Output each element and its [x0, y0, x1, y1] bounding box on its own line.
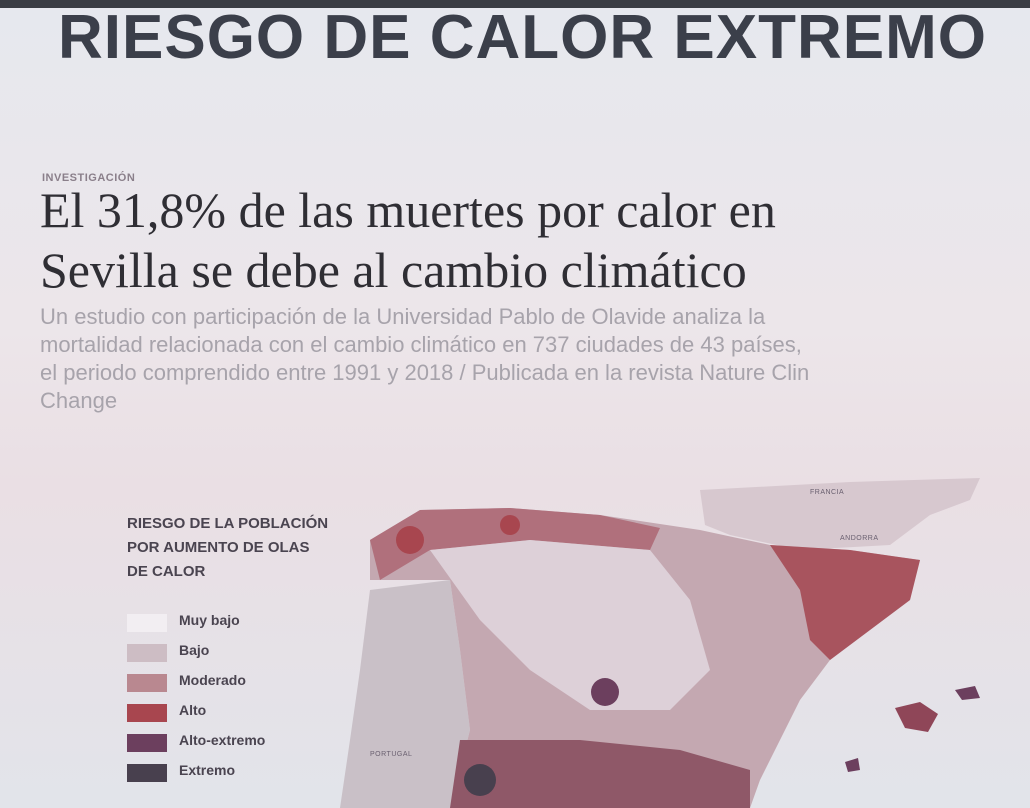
balearic-island	[895, 702, 938, 732]
hotspot	[500, 515, 520, 535]
legend-label: Extremo	[179, 762, 236, 778]
hotspot	[591, 678, 619, 706]
headline: El 31,8% de las muertes por calor en Sev…	[40, 180, 776, 300]
top-bar	[0, 0, 1030, 8]
kicker: INVESTIGACIÓN	[42, 172, 136, 184]
legend-label: Moderado	[179, 672, 246, 688]
legend-label: Alto-extremo	[179, 732, 266, 748]
south-band	[450, 740, 750, 808]
central-plateau	[430, 540, 710, 710]
legend-swatch	[127, 644, 167, 662]
subtitle-line: Change	[40, 388, 118, 413]
slide-title: RIESGO DE CALOR EXTREMO	[58, 3, 987, 72]
balearic-island	[845, 758, 860, 772]
legend-title-line: POR AUMENTO DE OLAS	[127, 539, 310, 556]
map-label: PORTUGAL	[370, 751, 412, 758]
subtitle-line: Un estudio con participación de la Unive…	[40, 304, 766, 329]
balearic-island	[955, 686, 980, 700]
legend-title: RIESGO DE LA POBLACIÓN POR AUMENTO DE OL…	[127, 512, 328, 584]
map-label: FRANCIA	[810, 489, 844, 496]
legend-title-line: RIESGO DE LA POBLACIÓN	[127, 515, 329, 532]
legend-swatch	[127, 674, 167, 692]
subtitle: Un estudio con participación de la Unive…	[40, 303, 809, 415]
legend-swatch	[127, 764, 167, 782]
map: FRANCIA ANDORRA PORTUGAL	[340, 478, 980, 808]
hotspot	[396, 526, 424, 554]
subtitle-line: mortalidad relacionada con el cambio cli…	[40, 332, 802, 357]
map-label: ANDORRA	[840, 535, 879, 542]
legend-label: Alto	[179, 702, 207, 718]
north-band	[370, 508, 660, 580]
legend-swatch	[127, 614, 167, 632]
portugal-area	[340, 580, 470, 808]
legend-label: Bajo	[179, 642, 210, 658]
legend-swatch	[127, 734, 167, 752]
headline-line: Sevilla se debe al cambio climático	[40, 242, 747, 298]
legend-swatch	[127, 704, 167, 722]
legend-label: Muy bajo	[179, 612, 240, 628]
hotspot	[464, 764, 496, 796]
headline-line: El 31,8% de las muertes por calor en	[40, 182, 776, 238]
east-coast	[770, 545, 920, 660]
legend-title-line: DE CALOR	[127, 563, 206, 580]
subtitle-line: el periodo comprendido entre 1991 y 2018…	[40, 360, 810, 385]
france-area	[700, 478, 980, 550]
